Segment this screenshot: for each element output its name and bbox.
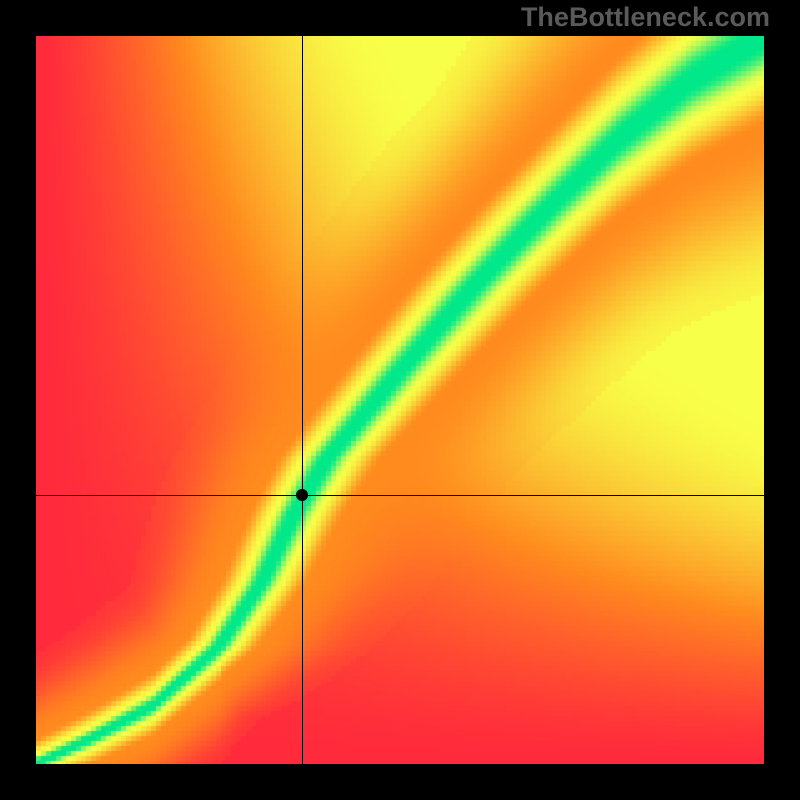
crosshair-vertical [302,36,303,764]
crosshair-marker [296,489,308,501]
bottleneck-heatmap [36,36,764,764]
watermark-text: TheBottleneck.com [521,2,770,33]
crosshair-horizontal [36,495,764,496]
chart-container: TheBottleneck.com [0,0,800,800]
